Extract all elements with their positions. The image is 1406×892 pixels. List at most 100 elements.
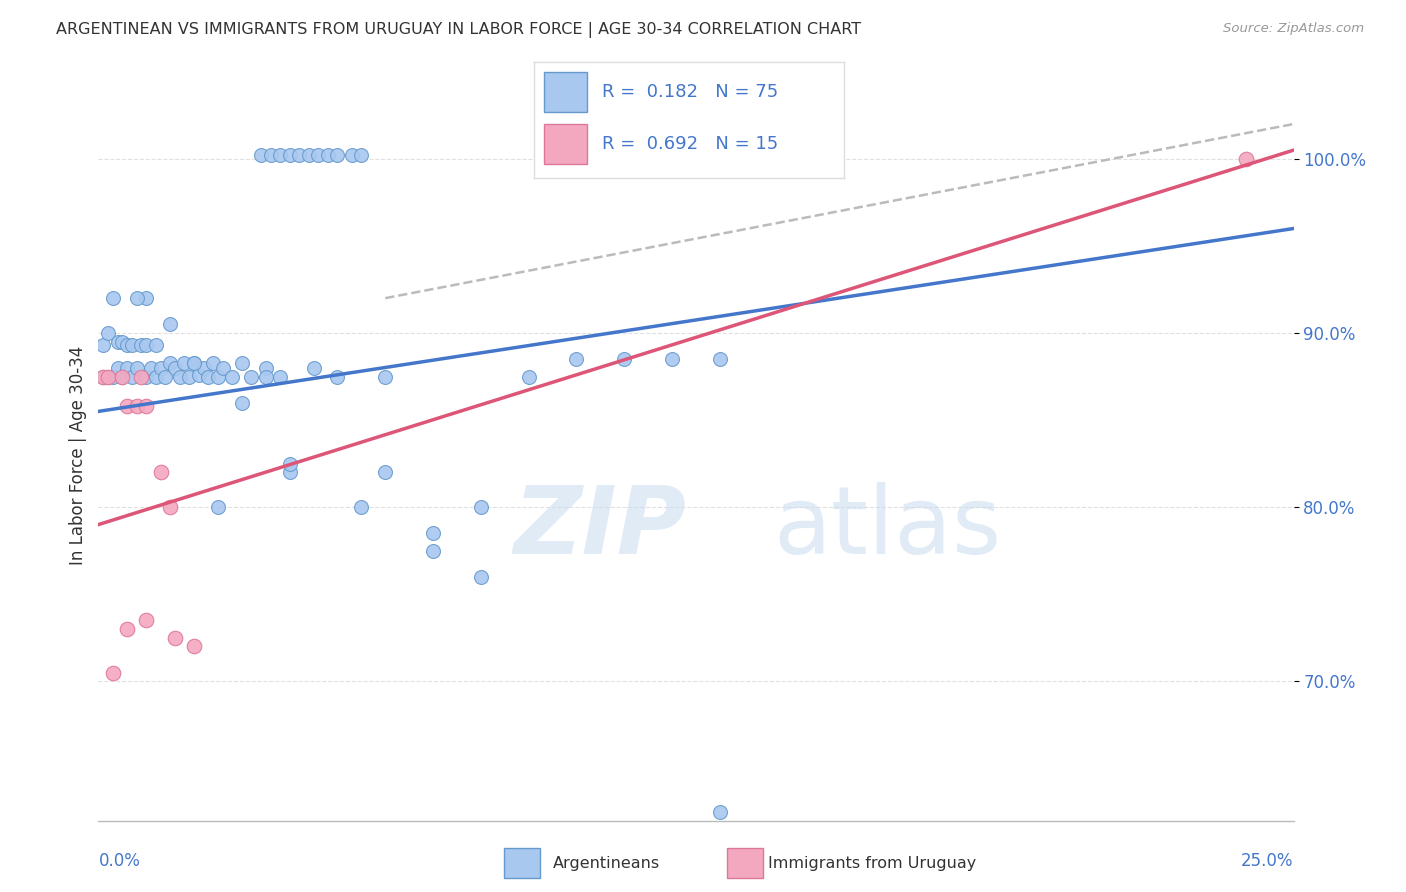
Point — [231, 395, 253, 409]
Point — [115, 360, 138, 375]
Point — [278, 148, 301, 162]
Point — [1234, 152, 1257, 166]
Text: Immigrants from Uruguay: Immigrants from Uruguay — [768, 855, 976, 871]
Point — [149, 360, 172, 375]
FancyBboxPatch shape — [544, 124, 586, 164]
Point — [422, 526, 444, 541]
Point — [149, 466, 172, 480]
Point — [221, 369, 243, 384]
Point — [115, 338, 138, 352]
Point — [107, 360, 129, 375]
Point — [159, 500, 181, 515]
Text: ARGENTINEAN VS IMMIGRANTS FROM URUGUAY IN LABOR FORCE | AGE 30-34 CORRELATION CH: ARGENTINEAN VS IMMIGRANTS FROM URUGUAY I… — [56, 22, 862, 38]
Point — [111, 369, 134, 384]
Point — [183, 356, 205, 370]
FancyBboxPatch shape — [544, 71, 586, 112]
Point — [135, 338, 157, 352]
Point — [240, 369, 263, 384]
Point — [91, 369, 114, 384]
Point — [202, 356, 225, 370]
Point — [183, 640, 205, 654]
Point — [131, 369, 153, 384]
Point — [470, 570, 492, 584]
Point — [207, 369, 229, 384]
Point — [121, 338, 143, 352]
Point — [155, 369, 177, 384]
Point — [197, 369, 219, 384]
Point — [259, 148, 281, 162]
Text: Argentineans: Argentineans — [553, 855, 659, 871]
Point — [125, 291, 148, 305]
Text: ZIP: ZIP — [515, 482, 686, 574]
Point — [97, 369, 120, 384]
Point — [139, 360, 162, 375]
Point — [131, 338, 153, 352]
Point — [121, 369, 143, 384]
Point — [709, 805, 731, 819]
Point — [661, 352, 683, 367]
Text: atlas: atlas — [773, 482, 1002, 574]
Point — [101, 291, 124, 305]
Point — [316, 148, 339, 162]
Point — [135, 613, 157, 627]
Point — [115, 622, 138, 636]
FancyBboxPatch shape — [727, 848, 762, 878]
Point — [173, 356, 195, 370]
Point — [250, 148, 273, 162]
Point — [326, 148, 349, 162]
Point — [269, 369, 291, 384]
Text: 0.0%: 0.0% — [98, 852, 141, 870]
Point — [183, 356, 205, 370]
Point — [517, 369, 540, 384]
Point — [278, 457, 301, 471]
Point — [187, 368, 209, 382]
Point — [613, 352, 636, 367]
Point — [163, 360, 186, 375]
Point — [125, 360, 148, 375]
Point — [91, 338, 114, 352]
Point — [163, 631, 186, 645]
Point — [340, 148, 363, 162]
Point — [107, 334, 129, 349]
Point — [231, 356, 253, 370]
Text: R =  0.182   N = 75: R = 0.182 N = 75 — [602, 83, 779, 101]
Point — [470, 500, 492, 515]
Point — [350, 500, 373, 515]
Point — [374, 466, 396, 480]
Point — [269, 148, 291, 162]
Point — [101, 665, 124, 680]
Point — [307, 148, 329, 162]
Point — [91, 369, 114, 384]
Point — [326, 369, 349, 384]
Point — [350, 148, 373, 162]
Point — [374, 369, 396, 384]
Text: R =  0.692   N = 15: R = 0.692 N = 15 — [602, 136, 779, 153]
Point — [179, 369, 201, 384]
Point — [709, 352, 731, 367]
Point — [111, 369, 134, 384]
Point — [422, 543, 444, 558]
Text: Source: ZipAtlas.com: Source: ZipAtlas.com — [1223, 22, 1364, 36]
Point — [111, 334, 134, 349]
Point — [101, 369, 124, 384]
Point — [145, 338, 167, 352]
Point — [211, 360, 233, 375]
Point — [288, 148, 311, 162]
Point — [115, 399, 138, 413]
FancyBboxPatch shape — [505, 848, 540, 878]
Point — [97, 369, 120, 384]
Y-axis label: In Labor Force | Age 30-34: In Labor Force | Age 30-34 — [69, 345, 87, 565]
Point — [159, 356, 181, 370]
Point — [193, 360, 215, 375]
Point — [169, 369, 191, 384]
Point — [135, 369, 157, 384]
Point — [298, 148, 321, 162]
Text: 25.0%: 25.0% — [1241, 852, 1294, 870]
Point — [565, 352, 588, 367]
Point — [207, 500, 229, 515]
Point — [125, 399, 148, 413]
Point — [302, 360, 325, 375]
Point — [135, 291, 157, 305]
Point — [254, 369, 277, 384]
Point — [145, 369, 167, 384]
